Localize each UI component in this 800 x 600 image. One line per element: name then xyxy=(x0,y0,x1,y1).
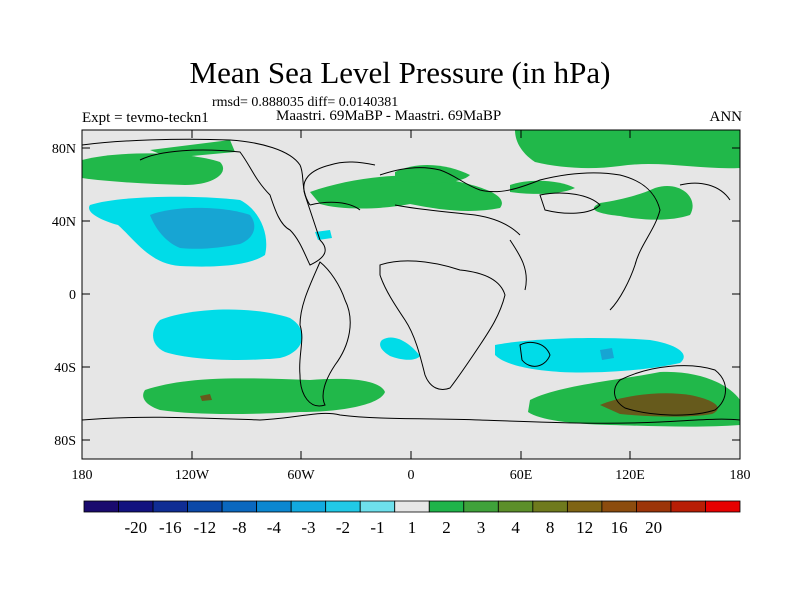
lat-label-0: 0 xyxy=(69,288,76,303)
colorbar-label: -12 xyxy=(194,518,217,537)
colorbar-box xyxy=(566,500,603,513)
lon-label-120w: 120W xyxy=(175,468,210,483)
map-title: Mean Sea Level Pressure (in hPa) xyxy=(189,55,611,90)
lon-label-60e: 60E xyxy=(510,468,533,483)
colorbar-label: -4 xyxy=(267,518,282,537)
colorbar-label: -20 xyxy=(124,518,147,537)
colorbar-box xyxy=(221,500,258,513)
colorbar-label: 3 xyxy=(477,518,486,537)
colorbar-box xyxy=(290,500,327,513)
colorbar-label: 12 xyxy=(576,518,593,537)
colorbar-box xyxy=(428,500,465,513)
brown-anomaly-regions xyxy=(200,393,718,417)
latitude-labels: 80N 40N 0 40S 80S xyxy=(52,142,76,449)
colorbar-box xyxy=(152,500,188,513)
lon-label-180e: 180 xyxy=(730,468,751,483)
colorbar-label: 1 xyxy=(408,518,417,537)
colorbar-box xyxy=(497,500,534,513)
lat-label-40s: 40S xyxy=(54,361,76,376)
colorbar-box xyxy=(705,500,741,513)
lat-label-40n: 40N xyxy=(52,215,76,230)
colorbar-label: -16 xyxy=(159,518,182,537)
colorbar-box xyxy=(394,500,430,513)
lat-label-80s: 80S xyxy=(54,434,76,449)
colorbar-label: -8 xyxy=(232,518,246,537)
rmsd-diff-stats: rmsd= 0.888035 diff= 0.0140381 xyxy=(212,95,399,110)
colorbar-boxes xyxy=(83,500,741,513)
colorbar-label: 4 xyxy=(511,518,520,537)
coastlines xyxy=(82,138,740,424)
colorbar-box xyxy=(83,500,119,513)
longitude-axis xyxy=(81,130,741,459)
comparison-label: Maastri. 69MaBP - Maastri. 69MaBP xyxy=(276,108,502,124)
colorbar-label: -1 xyxy=(370,518,384,537)
colorbar: -20 -16 -12 -8 -4 -3 -2 -1 1 2 3 4 8 12 16 20 xyxy=(83,500,741,537)
longitude-labels: 180 120W 60W 0 60E 120E 180 xyxy=(72,468,751,483)
colorbar-label: 20 xyxy=(645,518,662,537)
colorbar-label: -2 xyxy=(336,518,350,537)
lon-label-180w: 180 xyxy=(72,468,93,483)
season-label: ANN xyxy=(709,109,743,125)
latitude-axis xyxy=(82,147,740,441)
colorbar-box xyxy=(636,500,672,513)
colorbar-box xyxy=(670,500,706,513)
lon-label-60w: 60W xyxy=(287,468,315,483)
colorbar-label: -3 xyxy=(301,518,315,537)
colorbar-labels: -20 -16 -12 -8 -4 -3 -2 -1 1 2 3 4 8 12 16 20 xyxy=(124,518,662,537)
colorbar-label: 8 xyxy=(546,518,555,537)
lon-label-0: 0 xyxy=(408,468,415,483)
colorbar-label: 2 xyxy=(442,518,451,537)
lon-label-120e: 120E xyxy=(615,468,645,483)
map-panel xyxy=(82,130,740,459)
colorbar-box xyxy=(601,500,637,513)
colorbar-box xyxy=(463,500,499,513)
colorbar-box xyxy=(187,500,223,513)
experiment-label: Expt = tevmo-teckn1 xyxy=(82,110,209,126)
colorbar-box xyxy=(325,500,361,513)
colorbar-box xyxy=(532,500,568,513)
colorbar-box xyxy=(359,500,396,513)
colorbar-box xyxy=(118,500,154,513)
blue-anomaly-regions xyxy=(150,207,614,360)
lat-label-80n: 80N xyxy=(52,142,76,157)
colorbar-box xyxy=(256,500,292,513)
colorbar-label: 16 xyxy=(611,518,628,537)
